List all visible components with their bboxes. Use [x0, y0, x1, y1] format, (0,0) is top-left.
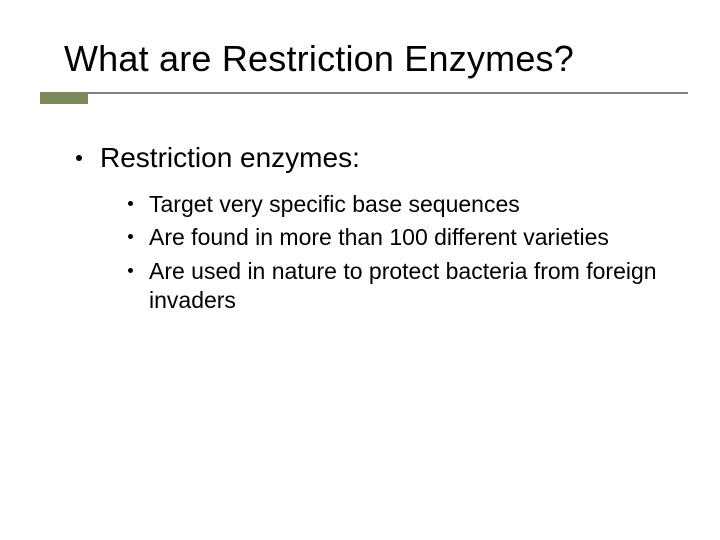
- bullet-icon: [128, 234, 133, 239]
- bullet-icon: [76, 155, 82, 161]
- slide: What are Restriction Enzymes? Restrictio…: [0, 0, 720, 540]
- bullet-level-2: Target very specific base sequences Are …: [128, 190, 688, 320]
- list-item: Restriction enzymes:: [76, 140, 676, 175]
- list-item: Are found in more than 100 different var…: [128, 223, 688, 252]
- bullet-text: Target very specific base sequences: [149, 190, 520, 219]
- bullet-level-1: Restriction enzymes:: [76, 140, 676, 175]
- bullet-text: Are found in more than 100 different var…: [149, 223, 609, 252]
- title-accent-tab: [40, 92, 88, 104]
- slide-title: What are Restriction Enzymes?: [64, 38, 674, 80]
- list-item: Target very specific base sequences: [128, 190, 688, 219]
- bullet-text: Are used in nature to protect bacteria f…: [149, 257, 688, 316]
- title-underline: [40, 92, 688, 94]
- bullet-icon: [128, 201, 133, 206]
- list-item: Are used in nature to protect bacteria f…: [128, 257, 688, 316]
- bullet-text: Restriction enzymes:: [100, 140, 360, 175]
- bullet-icon: [128, 268, 133, 273]
